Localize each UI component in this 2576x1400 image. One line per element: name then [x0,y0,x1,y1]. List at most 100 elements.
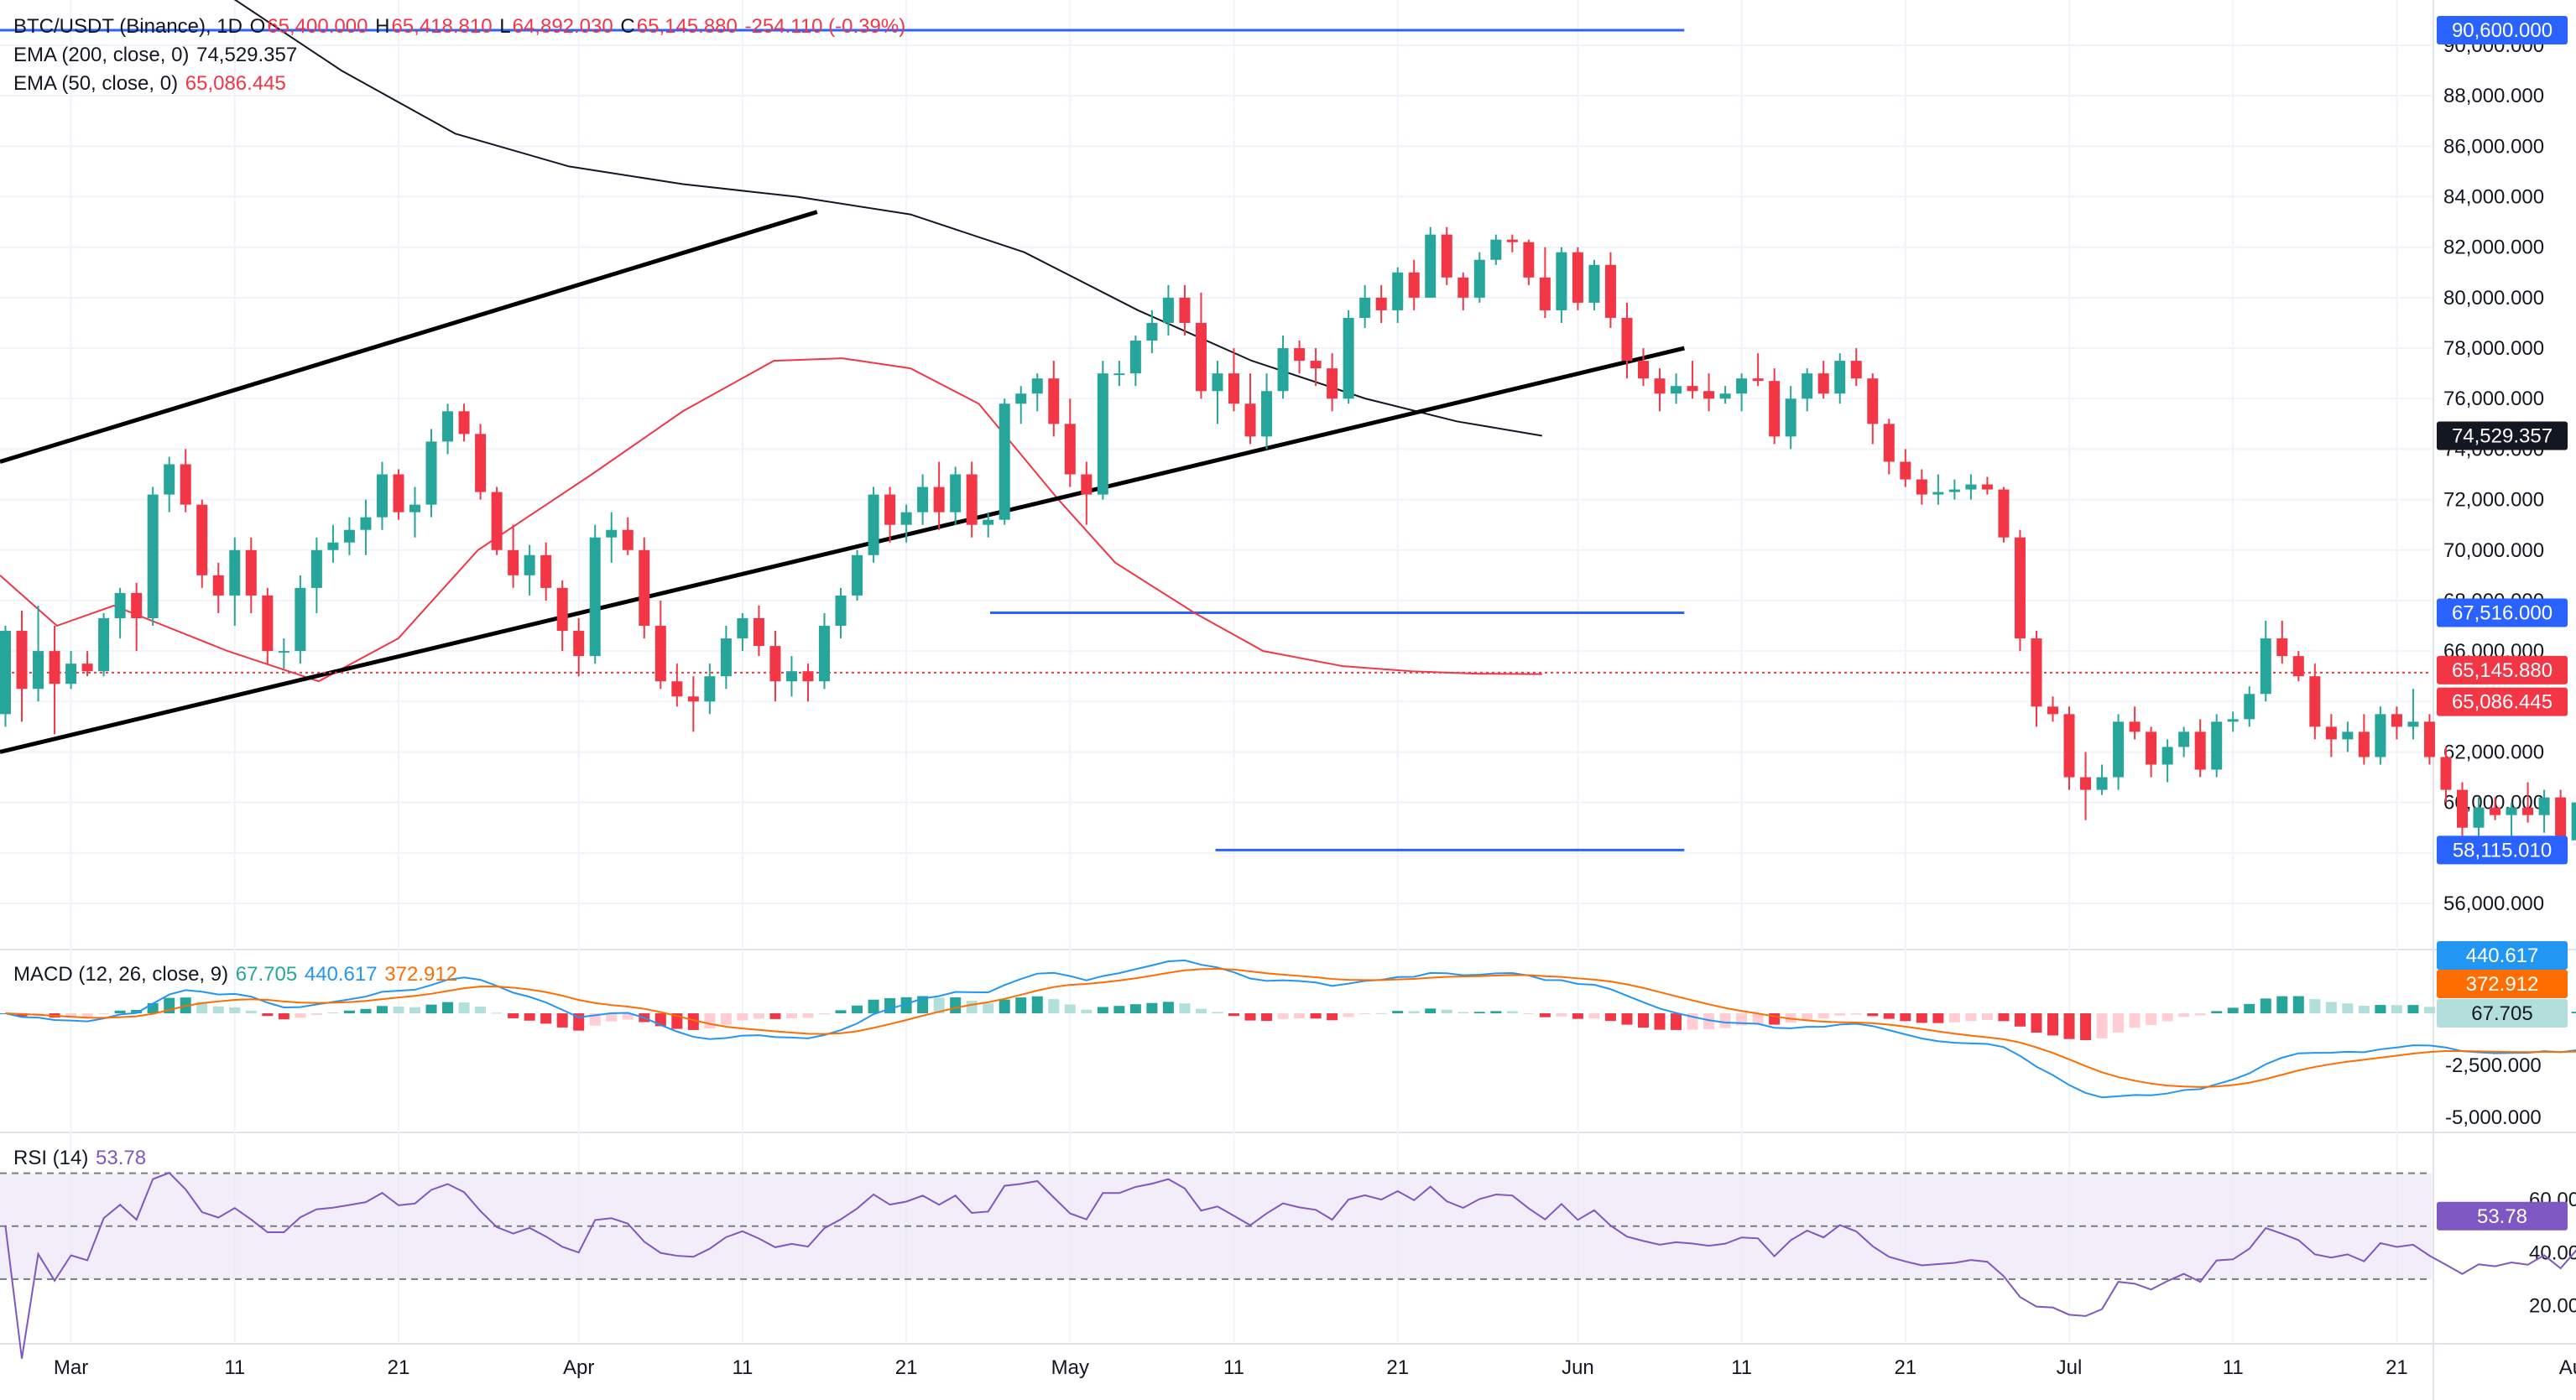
macd-histogram-bar [1212,1012,1223,1013]
rsi-tick-label: 20.00 [2529,1294,2576,1317]
macd-histogram-bar [1359,1013,1371,1014]
macd-legend: MACD (12, 26, close, 9) 67.705 440.617 3… [13,960,459,989]
candle-body [262,595,274,652]
candle-body [147,494,159,619]
signal-axis-label: 372.912 [2466,973,2539,996]
candle-body [687,696,699,702]
macd-histogram-bar [999,999,1010,1013]
macd-histogram-bar [114,1010,126,1013]
candle-body [409,504,420,513]
candle-body [327,542,339,550]
candle-body [2146,731,2157,765]
candle-body [245,549,257,596]
time-tick-label: May [1051,1356,1089,1379]
candle-body [196,504,208,575]
ohlc-high-value: 65,418.810 [391,15,493,38]
ema50-legend: EMA (50, close, 0) 65,086.445 [13,70,288,98]
time-tick-label: 21 [895,1356,918,1379]
ohlc-legend: BTC/USDT (Binance), 1D O65,400.000 H65,4… [13,13,907,41]
candle-body [508,549,519,575]
candle-body [1212,373,1223,392]
candle-body [2423,721,2435,757]
macd-histogram-bar [1703,1013,1715,1029]
macd-histogram-bar [1834,1013,1846,1016]
macd-histogram-bar [2047,1013,2058,1036]
time-tick-label: Jul [2057,1356,2083,1379]
range-high-label-box [2437,598,2568,627]
macd-histogram-bar [131,1009,143,1013]
time-tick-label: 11 [732,1356,753,1379]
candle-body [1671,386,1682,394]
candle-body [2063,714,2075,778]
candle-body [2358,731,2370,757]
ohlc-close-value: 65,145.880 [636,15,738,38]
ema50-line [0,357,1542,683]
macd-histogram-bar [983,1003,994,1013]
macd-histogram-bar [2407,1005,2419,1013]
candle-body [114,592,126,619]
candle-body [360,517,372,530]
macd-histogram-bar [1473,1012,1485,1013]
time-tick-label: 21 [1386,1356,1409,1379]
macd-histogram-bar [835,1010,847,1013]
macd-histogram-bar [1343,1013,1354,1017]
candle-body [310,549,322,588]
macd-histogram-bar [2276,996,2288,1013]
macd-histogram-bar [2325,1002,2337,1013]
macd-histogram-bar [737,1013,748,1021]
ema50-axis-label-box [2437,687,2568,716]
macd-histogram-bar [409,1007,420,1013]
macd-histogram-bar [1752,1013,1764,1024]
rsi-axis-label: 53.78 [2477,1205,2527,1228]
candle-body [2457,789,2468,828]
ema200-axis-label: 74,529.357 [2452,424,2553,447]
macd-histogram-bar [900,997,912,1013]
ema50-axis-label: 65,086.445 [2452,691,2553,714]
candle-body [229,549,241,596]
candle-body [1769,381,1781,437]
macd-histogram-bar [1621,1013,1633,1025]
macd-histogram-bar [2178,1013,2190,1017]
last-price-label: 65,145.880 [2452,659,2553,682]
candle-body [98,618,110,672]
macd-histogram-bar [687,1013,699,1030]
macd-histogram-bar [98,1013,110,1014]
candle-body [524,554,535,575]
macd-histogram-bar [1441,1009,1452,1013]
macd-histogram-bar [524,1013,535,1021]
candle-body [2342,731,2354,740]
macd-histogram-bar [950,997,962,1013]
macd-histogram-bar [556,1013,568,1028]
candle-body [65,664,77,684]
candle-body [1916,479,1927,495]
candle-body [1408,272,1420,298]
macd-histogram-bar [310,1013,322,1015]
candle-body [2292,656,2304,677]
macd-histogram-bar [1638,1013,1649,1028]
candle-body [2161,747,2173,765]
macd-axis-label: 440.617 [2466,945,2539,967]
macd-histogram-bar [475,1006,487,1013]
time-tick-label: 11 [1731,1356,1752,1379]
candle-body [639,549,650,627]
candle-body [1146,322,1158,341]
candle-body [212,575,224,596]
macd-histogram-bar [343,1010,355,1013]
candle-body [1179,297,1191,323]
candle-body [1097,373,1108,495]
candle-body [295,587,306,652]
candle-body [1048,378,1060,424]
macd-histogram-bar [1327,1013,1338,1021]
candle-body [2178,731,2190,747]
candle-body [1129,341,1141,374]
macd-histogram-bar [2113,1013,2125,1033]
macd-histogram-bar [1261,1013,1273,1022]
candle-body [180,464,191,505]
macd-histogram-bar [360,1008,372,1013]
price-tick-label: 56,000.000 [2443,893,2544,915]
candle-body [1113,373,1125,376]
candle-body [1392,272,1404,310]
macd-histogram-bar [2342,1003,2354,1013]
macd-histogram-bar [327,1012,339,1014]
